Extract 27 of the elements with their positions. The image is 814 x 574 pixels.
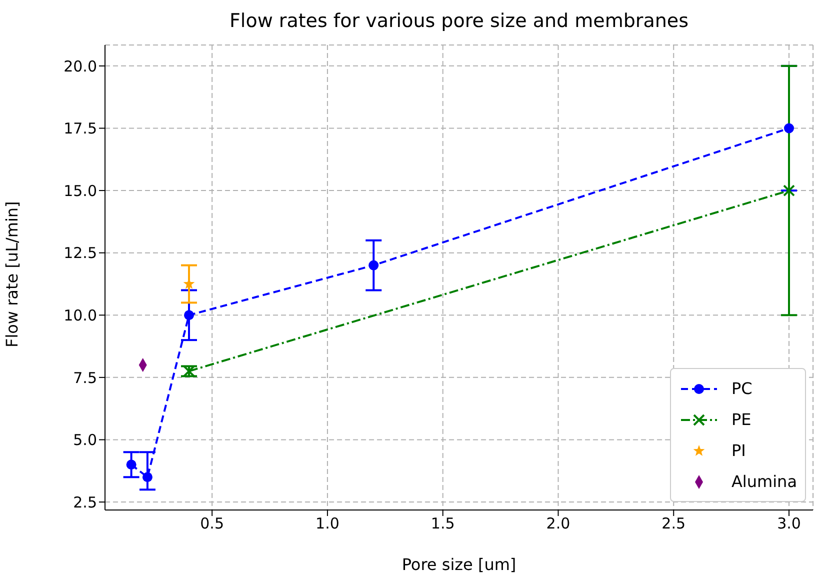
x-tick-label: 3.0 (777, 514, 801, 533)
point (142, 472, 152, 482)
y-tick-label: 2.5 (73, 493, 97, 512)
x-tick-label: 1.5 (430, 514, 455, 533)
y-tick-label: 7.5 (73, 368, 97, 387)
y-tick-label: 10.0 (64, 306, 97, 324)
legend-label: PI (731, 441, 746, 460)
y-tick-label: 15.0 (64, 182, 97, 200)
x-tick-label: 2.5 (662, 514, 686, 533)
point (784, 123, 794, 134)
x-tick-label: 2.0 (546, 514, 570, 533)
x-axis-title: Pore size [um] (402, 555, 516, 574)
y-tick-label: 20.0 (64, 57, 97, 76)
y-tick-label: 5.0 (73, 431, 97, 450)
point (126, 460, 136, 470)
chart-title: Flow rates for various pore size and membranes (228, 10, 690, 32)
legend-label: Alumina (731, 472, 797, 491)
point (368, 260, 379, 270)
legend-label: PC (731, 379, 752, 398)
x-tick-label: 1.0 (316, 514, 340, 533)
y-tick-label: 17.5 (64, 120, 97, 138)
y-tick-label: 12.5 (64, 244, 97, 262)
legend-label: PE (731, 410, 752, 429)
point (783, 184, 795, 197)
x-tick-label: 0.5 (200, 514, 224, 533)
y-axis-title: Flow rate [uL/min] (2, 201, 22, 348)
point (184, 310, 194, 320)
